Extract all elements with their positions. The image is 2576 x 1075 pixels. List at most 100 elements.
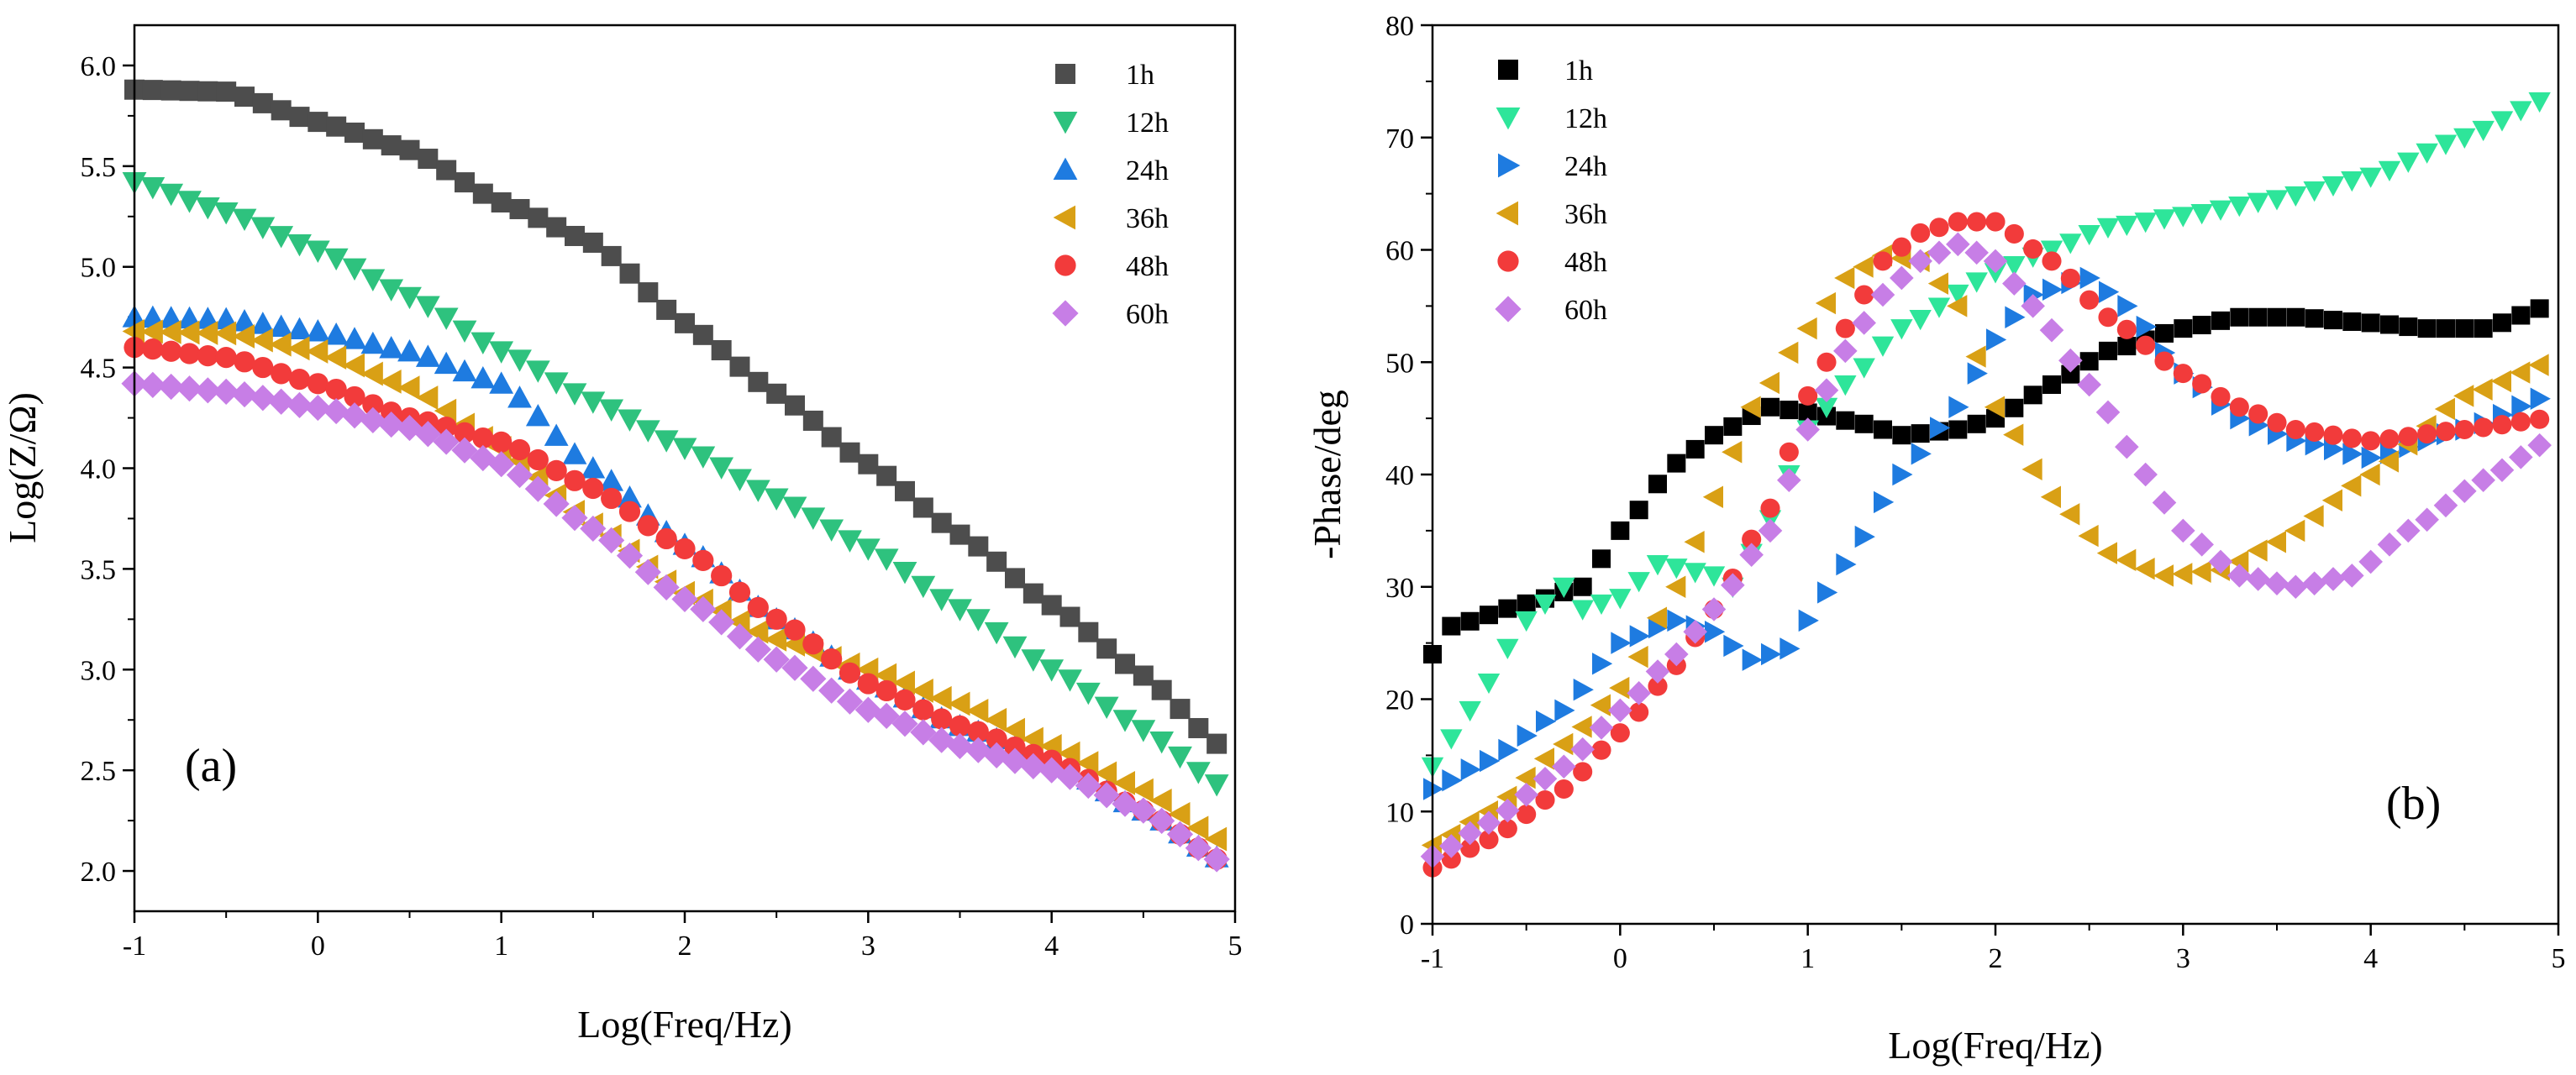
panel-b-point-1h xyxy=(2155,323,2174,343)
panel-a-point-60h xyxy=(781,654,808,681)
panel-a-point-12h xyxy=(728,469,752,491)
panel-a-point-36h xyxy=(965,699,989,723)
panel-b-point-48h xyxy=(2211,386,2231,406)
panel-b-point-36h xyxy=(1796,317,1817,340)
panel-a-legend-marker-60h xyxy=(1052,300,1079,327)
panel-a-point-60h xyxy=(286,391,313,418)
panel-a-x-tick-label: 1 xyxy=(494,931,508,962)
panel-b-point-36h xyxy=(2247,539,2268,562)
panel-a-point-12h xyxy=(250,217,276,239)
panel-b-point-24h xyxy=(2342,443,2363,465)
panel-b-point-36h xyxy=(1515,766,1536,789)
panel-a-point-48h xyxy=(601,487,623,510)
panel-a-point-12h xyxy=(984,621,1009,645)
panel-b-point-1h xyxy=(1967,414,1986,433)
panel-b-point-1h xyxy=(1948,420,1968,439)
panel-a-point-60h xyxy=(268,388,295,415)
panel-a-point-36h xyxy=(379,370,402,394)
panel-a-point-60h xyxy=(744,636,771,663)
panel-a-legend-marker-1h xyxy=(1055,64,1075,84)
panel-a-y-tick-label: 4.0 xyxy=(81,454,117,485)
panel-b-point-48h xyxy=(2436,422,2456,442)
panel-a-point-36h xyxy=(287,336,310,361)
panel-b-point-60h xyxy=(2284,574,2308,600)
panel-b-point-48h xyxy=(2192,374,2212,394)
panel-b-legend-marker-48h xyxy=(1497,250,1519,272)
panel-a-point-1h xyxy=(399,139,420,160)
panel-a-y-tick-label: 2.0 xyxy=(81,857,117,888)
panel-b-legend-marker-60h xyxy=(1495,296,1522,322)
panel-b-y-tick-label: 60 xyxy=(1385,236,1414,267)
panel-a-point-60h xyxy=(194,377,221,404)
panel-a-point-1h xyxy=(308,112,329,133)
panel-a-point-1h xyxy=(252,92,273,113)
panel-b-point-12h xyxy=(1440,729,1463,750)
panel-a-point-48h xyxy=(582,477,604,500)
panel-b-point-24h xyxy=(2099,281,2120,303)
panel-a-point-1h xyxy=(895,480,915,501)
panel-b-point-36h xyxy=(1609,676,1630,700)
panel-b-point-48h xyxy=(2229,397,2249,417)
panel-a-y-tick-label: 3.5 xyxy=(81,554,117,585)
panel-b-point-36h xyxy=(1590,694,1611,716)
panel-a-x-axis-label: Log(Freq/Hz) xyxy=(577,1003,791,1046)
panel-a-point-12h xyxy=(415,296,440,318)
panel-a-point-48h xyxy=(545,459,567,481)
panel-a-point-36h xyxy=(305,339,329,364)
panel-b-point-1h xyxy=(2174,319,2193,338)
panel-b-point-1h xyxy=(1780,401,1799,420)
panel-b-point-60h xyxy=(1701,597,1727,621)
panel-b-point-48h xyxy=(1816,352,1837,372)
panel-b-point-36h xyxy=(1533,747,1554,770)
panel-a-legend-marker-12h xyxy=(1053,112,1078,134)
panel-b-point-12h xyxy=(2040,240,2063,261)
panel-b-point-36h xyxy=(2284,519,2305,543)
panel-b-point-60h xyxy=(2527,433,2552,458)
panel-a-point-36h xyxy=(948,691,970,716)
panel-b-point-48h xyxy=(1610,723,1630,743)
panel-b-point-36h xyxy=(1815,291,1836,315)
panel-b-point-12h xyxy=(2434,134,2458,155)
panel-a-point-1h xyxy=(949,524,970,545)
panel-b-point-1h xyxy=(2417,319,2437,338)
panel-a-point-60h xyxy=(580,515,607,543)
panel-b-point-36h xyxy=(1927,272,1948,295)
panel-b-point-48h xyxy=(2060,268,2080,288)
panel-b-point-48h xyxy=(1854,285,1874,305)
panel-b-y-tick-label: 80 xyxy=(1385,11,1414,42)
panel-a-point-1h xyxy=(766,383,787,404)
panel-b-point-1h xyxy=(1798,403,1817,422)
panel-a-point-1h xyxy=(638,282,659,303)
panel-a-point-12h xyxy=(1204,774,1229,797)
panel-b-point-12h xyxy=(2116,215,2138,237)
panel-b-point-1h xyxy=(2399,317,2418,337)
panel-b-point-1h xyxy=(2305,309,2324,328)
panel-a-point-1h xyxy=(1115,653,1135,674)
panel-a-point-1h xyxy=(656,299,677,320)
panel-b-point-1h xyxy=(2380,315,2399,334)
panel-b-point-36h xyxy=(2265,531,2286,553)
panel-a-point-48h xyxy=(564,469,586,491)
panel-a-point-12h xyxy=(838,530,862,553)
panel-a-point-60h xyxy=(488,451,515,478)
panel-a-point-60h xyxy=(360,406,386,433)
panel-b-point-1h xyxy=(1611,521,1630,540)
panel-a-point-48h xyxy=(912,699,934,721)
panel-b-point-60h xyxy=(2227,564,2252,588)
panel-a-point-12h xyxy=(379,279,404,302)
panel-b-legend-marker-36h xyxy=(1496,201,1518,226)
panel-b-series-60h xyxy=(1420,232,2552,869)
panel-b-point-48h xyxy=(1535,790,1555,810)
panel-a-series-60h xyxy=(121,370,1230,873)
panel-a-point-48h xyxy=(894,689,916,711)
panel-b-y-tick-label: 70 xyxy=(1385,123,1414,155)
panel-a-point-60h xyxy=(1112,790,1138,817)
panel-b-point-24h xyxy=(1460,758,1481,781)
panel-b-point-1h xyxy=(1498,599,1517,618)
panel-a-point-12h xyxy=(855,538,881,561)
panel-a-point-12h xyxy=(360,269,386,291)
panel-b-point-12h xyxy=(2003,256,2026,277)
panel-b-point-36h xyxy=(1684,531,1705,553)
panel-b-point-36h xyxy=(1571,716,1592,738)
